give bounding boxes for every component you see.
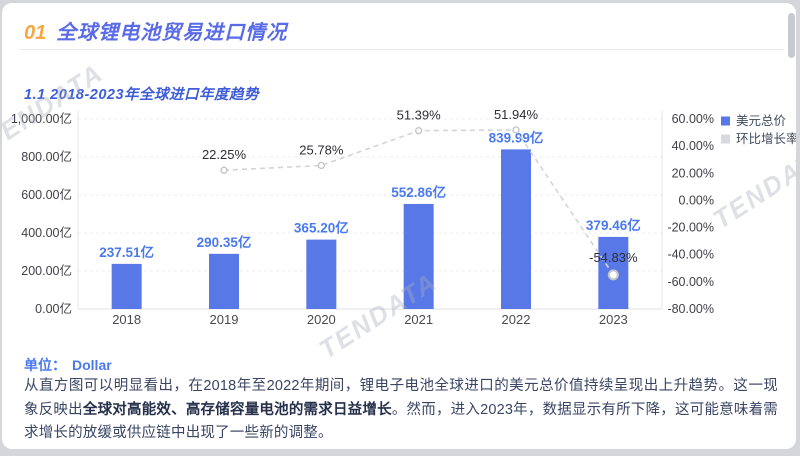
bar-2021[interactable] [403,203,434,309]
report-card: 01 全球锂电池贸易进口情况 1.1 2018-2023年全球进口年度趋势 1,0… [2,3,796,449]
x-axis-label-2023: 2023 [599,312,628,327]
analysis-paragraph: 从直方图可以明显看出，在2018年至2022年期间，锂电子电池全球进口的美元总价… [24,375,778,446]
growth-rate-label: 25.78% [299,142,344,157]
bar-value-label: 237.51亿 [99,244,154,260]
vertical-scrollbar-thumb[interactable] [788,13,795,58]
bar-2022[interactable] [501,149,531,309]
growth-marker [414,126,423,135]
growth-rate-label: -54.83% [589,250,638,265]
right-axis-tick-label: 0.00% [679,193,714,207]
bar-2018[interactable] [111,263,142,309]
left-axis-tick-label: 1,000.00亿 [11,111,72,126]
bar-value-label: 552.86亿 [391,184,446,200]
x-axis-label-2022: 2022 [502,312,531,327]
header-divider [20,49,784,50]
trend-chart: 1,000.00亿 800.00亿 600.00亿 400.00亿 200.00亿 0.0… [11,107,796,327]
right-axis-tick-label: -60.00% [667,275,714,289]
paragraph-part1: 从直方图可以明显看出，在2018年至2022年期间，锂电子电池全球进口的美元总价… [24,378,778,418]
right-axis-tick-label: 20.00% [672,166,714,180]
x-axis-label-2019: 2019 [210,312,239,327]
page-title-text: 全球锂电池贸易进口情况 [56,22,288,44]
legend-label[interactable]: 环比增长率 [736,131,796,146]
legend-swatch-bar[interactable] [721,116,730,126]
right-axis-tick-label: -80.00% [667,302,714,316]
bar-2020[interactable] [306,239,337,309]
left-axis-tick-label: 200.00亿 [21,263,72,278]
x-axis-label-2020: 2020 [307,312,336,327]
growth-marker [317,161,326,170]
unit-label-line: 单位： Dollar [24,355,112,375]
paragraph-bold: 全球对高能效、高存储容量电池的需求日益增长 [82,401,392,418]
bar-value-label: 379.46亿 [586,217,641,233]
paragraph-part2: 。然而，进入2023年，数据显示有所下降，这可能意味着需求增长的放缓或供应链中出… [24,401,778,442]
unit-label: 单位： [24,357,66,373]
growth-marker [607,269,619,281]
growth-rate-label: 51.39% [397,108,442,123]
left-axis-tick-label: 400.00亿 [21,225,72,240]
growth-rate-label: 22.25% [202,147,247,162]
growth-rate-label: 51.94% [494,107,539,122]
right-axis-tick-label: -20.00% [667,221,714,235]
right-axis-tick-label: -40.00% [667,248,714,262]
section-number: 01 [24,22,47,44]
bar-value-label: 839.99亿 [489,129,544,145]
legend-label[interactable]: 美元总价 [736,114,787,128]
chart-area: 1,000.00亿 800.00亿 600.00亿 400.00亿 200.00亿 0.0… [2,103,796,355]
left-axis-tick-label: 600.00亿 [21,187,72,202]
bar-value-label: 365.20亿 [294,220,349,236]
left-axis-tick-label: 800.00亿 [21,149,72,164]
page-title: 01 全球锂电池贸易进口情况 [24,16,287,45]
legend-swatch-line[interactable] [721,134,730,144]
x-axis-label-2021: 2021 [404,312,433,327]
unit-value: Dollar [72,357,112,373]
bar-value-label: 290.35亿 [197,234,252,250]
x-axis-label-2018: 2018 [112,312,141,327]
right-axis-tick-label: 40.00% [672,139,714,153]
growth-marker [512,126,520,134]
growth-marker [220,166,228,174]
chart-section-title: 1.1 2018-2023年全球进口年度趋势 [24,87,260,103]
bar-2019[interactable] [209,253,239,309]
left-axis-tick-label: 0.00亿 [35,301,72,316]
right-axis-tick-label: 60.00% [672,112,714,126]
